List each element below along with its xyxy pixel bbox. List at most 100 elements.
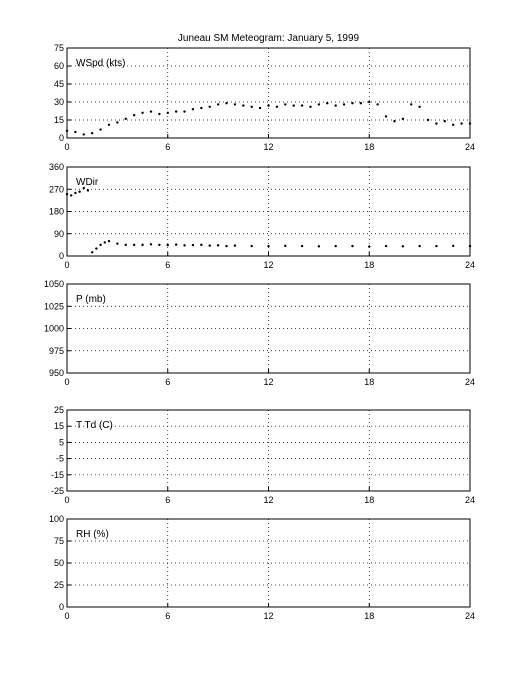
- temp-dewpoint-ytick-label: 15: [54, 421, 64, 431]
- temp-dewpoint-ytick-label: -15: [51, 470, 64, 480]
- wdir-point-37: [435, 244, 438, 248]
- wdir-point-7: [95, 247, 98, 250]
- wspd-series-0: [65, 100, 472, 136]
- wdir-point-17: [166, 243, 169, 247]
- temp-dewpoint-xtick-label: 18: [364, 495, 374, 505]
- wspd-point-45: [443, 120, 447, 123]
- wspd-point-8: [132, 114, 136, 117]
- wdir-point-22: [208, 244, 211, 247]
- wdir-xtick-label: 18: [364, 260, 374, 270]
- temp-dewpoint-xtick-label: 6: [165, 495, 170, 505]
- wdir-point-15: [149, 243, 153, 246]
- wdir-ytick-label: 270: [49, 184, 64, 194]
- wspd-point-22: [250, 105, 253, 109]
- wspd-xtick-label: 18: [364, 142, 374, 152]
- wdir-point-30: [317, 245, 321, 248]
- panel-temp-dewpoint: 0 6 12 18 24 -25 -15 -5 5 15 25 T Td (C): [51, 405, 475, 505]
- rh-ytick-label: 50: [54, 558, 64, 568]
- wspd-point-42: [418, 105, 421, 109]
- wdir-ytick-label: 180: [49, 207, 64, 217]
- rh-ytick-label: 0: [59, 602, 64, 612]
- wspd-point-3: [90, 132, 94, 135]
- wdir-point-2: [74, 191, 77, 195]
- wspd-point-20: [233, 103, 237, 106]
- wspd-panel-label: WSpd (kts): [76, 58, 125, 69]
- wspd-point-44: [435, 122, 438, 125]
- wspd-point-14: [183, 110, 186, 113]
- wdir-point-19: [183, 244, 186, 247]
- rh-ytick-label: 100: [49, 514, 64, 524]
- wdir-point-1: [69, 194, 73, 197]
- temp-dewpoint-ytick-label: -25: [51, 486, 64, 496]
- rh-xtick-label: 6: [165, 611, 170, 621]
- wdir-point-11: [116, 242, 119, 245]
- wdir-xtick-label: 12: [263, 260, 273, 270]
- wspd-xtick-label: 0: [64, 142, 69, 152]
- wspd-point-5: [107, 123, 111, 127]
- wdir-xtick-label: 6: [165, 260, 170, 270]
- wspd-point-15: [191, 108, 195, 111]
- rh-xtick-label: 0: [64, 611, 69, 621]
- wspd-point-6: [116, 121, 119, 124]
- rh-xtick-label: 18: [364, 611, 374, 621]
- wspd-point-7: [124, 117, 127, 121]
- wdir-point-18: [174, 243, 178, 246]
- wdir-point-20: [191, 243, 195, 247]
- wdir-point-6: [90, 251, 94, 254]
- wspd-point-38: [384, 115, 388, 118]
- wspd-xtick-label: 12: [263, 142, 273, 152]
- wspd-point-27: [292, 104, 295, 107]
- wspd-point-25: [275, 105, 279, 109]
- wspd-point-36: [368, 100, 371, 104]
- wdir-point-23: [216, 244, 220, 247]
- wspd-point-23: [258, 106, 262, 110]
- wdir-point-34: [384, 244, 388, 248]
- wdir-point-9: [103, 241, 106, 244]
- pressure-xtick-label: 12: [263, 377, 273, 387]
- pressure-ytick-label: 1025: [44, 301, 64, 311]
- rh-xtick-label: 12: [263, 611, 273, 621]
- wdir-point-25: [233, 244, 237, 247]
- wspd-point-34: [351, 102, 354, 105]
- wspd-point-19: [225, 102, 228, 105]
- wdir-panel-label: WDir: [76, 177, 99, 188]
- wdir-point-10: [107, 239, 111, 243]
- wdir-point-26: [250, 244, 253, 248]
- temp-dewpoint-ytick-label: 25: [54, 405, 64, 415]
- wdir-point-28: [284, 244, 287, 248]
- wspd-point-41: [410, 103, 413, 106]
- wdir-point-24: [225, 244, 228, 248]
- temp-dewpoint-xtick-label: 0: [64, 495, 69, 505]
- wspd-point-43: [426, 118, 430, 122]
- wdir-point-32: [351, 244, 354, 248]
- wspd-point-18: [216, 103, 220, 106]
- pressure-xtick-label: 24: [465, 377, 475, 387]
- wspd-ytick-label: 0: [59, 133, 64, 143]
- wspd-point-2: [82, 133, 85, 136]
- wdir-series-0: [65, 186, 472, 254]
- wspd-point-29: [309, 105, 312, 109]
- wdir-point-5: [86, 189, 90, 192]
- wspd-point-16: [200, 106, 203, 110]
- wspd-point-10: [149, 110, 153, 113]
- pressure-ytick-label: 1050: [44, 279, 64, 289]
- temp-dewpoint-ytick-label: -5: [56, 454, 64, 464]
- wspd-point-33: [342, 103, 346, 106]
- pressure-ytick-label: 1000: [44, 324, 64, 334]
- wdir-xtick-label: 0: [64, 260, 69, 270]
- rh-panel-label: RH (%): [76, 529, 109, 540]
- panel-wdir: 0 6 12 18 24 0 90 180 270 360 WDir: [49, 162, 475, 270]
- wdir-ytick-label: 90: [54, 229, 64, 239]
- wdir-point-8: [99, 243, 102, 247]
- wdir-point-29: [300, 244, 304, 248]
- wspd-point-30: [317, 103, 321, 106]
- wspd-point-11: [158, 112, 161, 116]
- wdir-point-13: [132, 243, 136, 247]
- wspd-point-37: [376, 103, 379, 106]
- wspd-xtick-label: 6: [165, 142, 170, 152]
- wdir-point-33: [368, 245, 371, 248]
- panel-wspd: 0 6 12 18 24 0 15 30 45 60 75 WSpd (kts): [54, 43, 475, 152]
- wdir-point-4: [82, 186, 85, 190]
